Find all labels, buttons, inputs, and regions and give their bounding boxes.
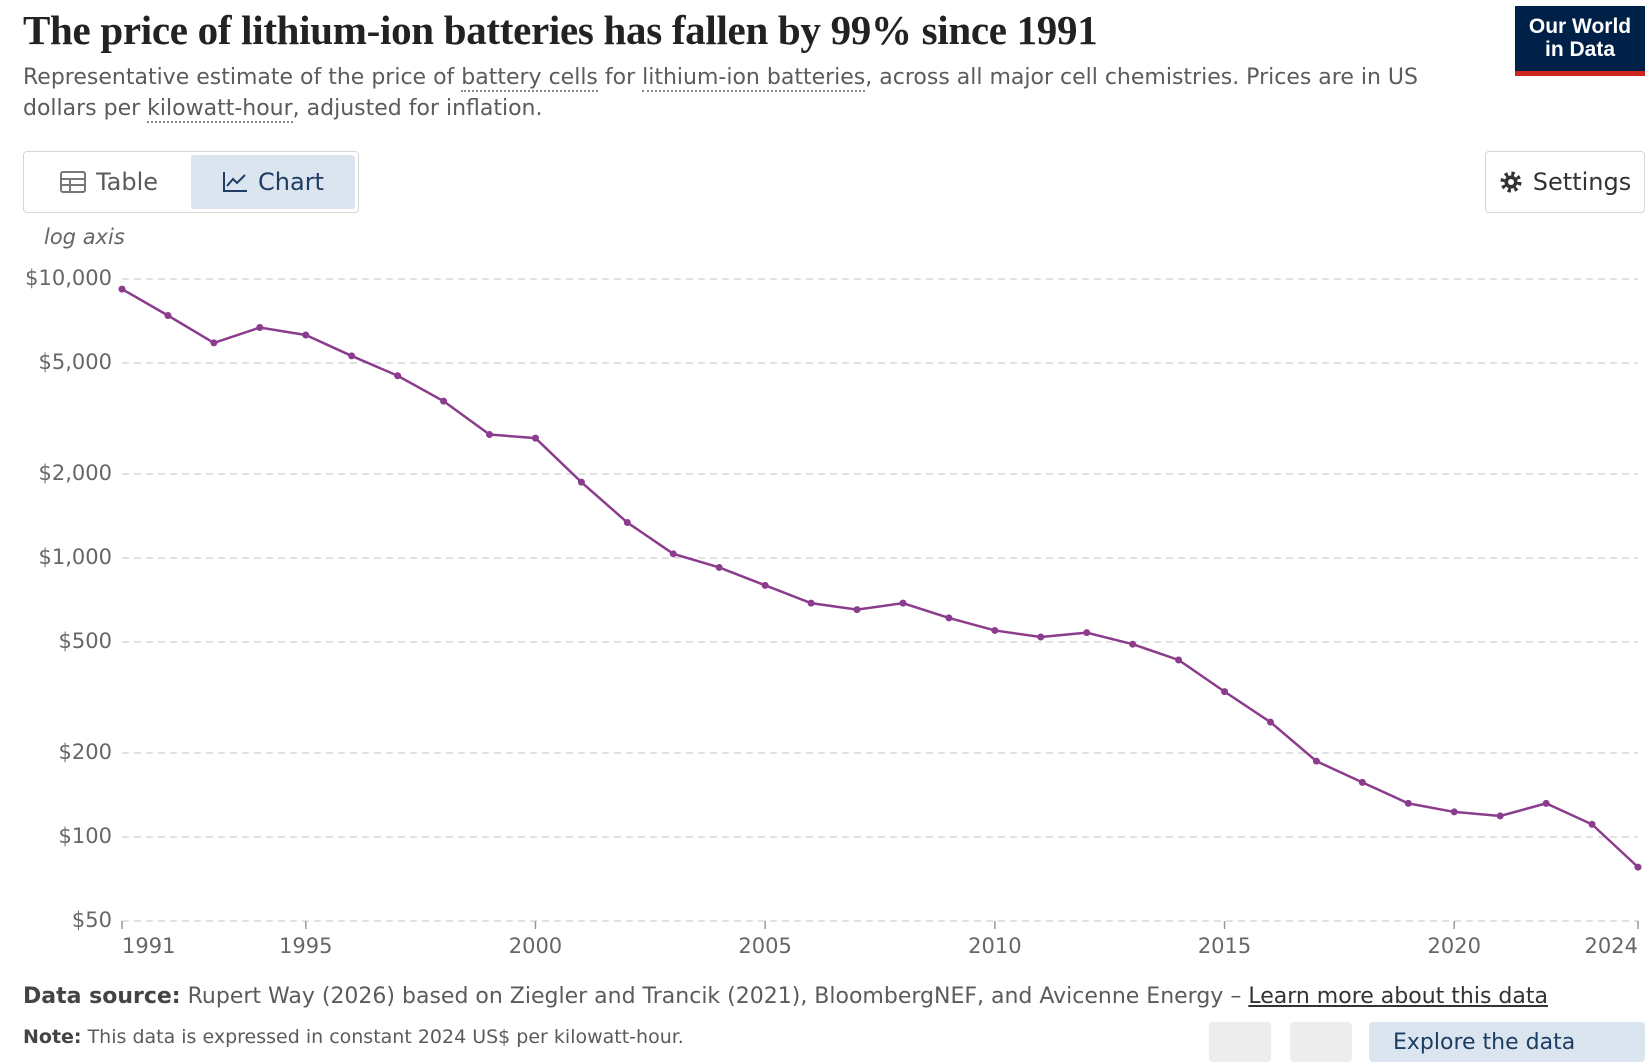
point bbox=[1634, 863, 1642, 871]
settings-label: Settings bbox=[1532, 168, 1632, 196]
point bbox=[118, 285, 126, 293]
source-text: Rupert Way (2026) based on Ziegler and T… bbox=[187, 984, 1249, 1009]
point bbox=[164, 311, 172, 319]
point bbox=[1266, 718, 1274, 726]
x-tick-label: 2020 bbox=[1428, 934, 1481, 958]
point bbox=[1083, 629, 1091, 637]
y-tick-label: $1,000 bbox=[39, 545, 112, 569]
y-tick-label: $5,000 bbox=[39, 350, 112, 374]
note: Note: This data is expressed in constant… bbox=[23, 1026, 684, 1048]
note-label: Note: bbox=[23, 1026, 82, 1048]
tab-label: Chart bbox=[258, 168, 324, 196]
point bbox=[715, 563, 723, 571]
learn-more-link[interactable]: Learn more about this data bbox=[1248, 984, 1548, 1009]
subtitle-text: Representative estimate of the price of bbox=[23, 65, 462, 90]
point bbox=[807, 599, 815, 607]
point bbox=[1404, 799, 1412, 807]
explore-button[interactable]: Explore the data bbox=[1369, 1022, 1645, 1062]
logo-line: in Data bbox=[1544, 38, 1615, 61]
y-tick-label: $2,000 bbox=[39, 461, 112, 485]
x-tick-label: 2000 bbox=[509, 934, 562, 958]
point bbox=[991, 626, 999, 634]
point bbox=[1588, 820, 1596, 828]
axis-note: log axis bbox=[44, 225, 125, 249]
table-tab[interactable]: Table bbox=[27, 155, 191, 209]
table-icon bbox=[59, 171, 86, 193]
y-tick-label: $100 bbox=[59, 824, 112, 848]
y-tick-label: $200 bbox=[59, 740, 112, 764]
chart-tab[interactable]: Chart bbox=[191, 155, 355, 209]
point bbox=[1542, 799, 1550, 807]
line bbox=[121, 288, 1639, 869]
point bbox=[256, 324, 264, 332]
point bbox=[669, 550, 677, 558]
fullscreen-button[interactable] bbox=[1290, 1022, 1352, 1062]
point bbox=[899, 599, 907, 607]
point bbox=[302, 331, 310, 339]
subtitle-link[interactable]: lithium-ion batteries bbox=[642, 65, 866, 92]
title: The price of lithium-ion batteries has f… bbox=[23, 7, 1098, 53]
source: Data source: Rupert Way (2026) based on … bbox=[23, 984, 1548, 1009]
point bbox=[1221, 688, 1229, 696]
point bbox=[486, 431, 494, 439]
tab-label: Table bbox=[95, 168, 159, 196]
subtitle-text: for bbox=[597, 65, 643, 90]
subtitle-link[interactable]: kilowatt-hour bbox=[147, 96, 293, 123]
point bbox=[623, 519, 631, 527]
point bbox=[1037, 633, 1045, 641]
explore-label: Explore the data bbox=[1393, 1030, 1576, 1055]
x-tick-label: 2010 bbox=[968, 934, 1021, 958]
logo[interactable]: Our World in Data bbox=[1515, 6, 1645, 76]
point bbox=[945, 614, 953, 622]
y-tick-label: $50 bbox=[72, 908, 112, 932]
point bbox=[1450, 808, 1458, 816]
point bbox=[210, 339, 218, 347]
chart: log axis $50 $100 $200 $500 $1,000 $2,000 $5,0… bbox=[25, 225, 1642, 958]
point bbox=[531, 434, 539, 442]
point bbox=[577, 478, 585, 486]
x-tick-label: 2024 bbox=[1585, 934, 1638, 958]
gear-icon bbox=[1500, 171, 1522, 193]
logo-line: Our World bbox=[1528, 15, 1632, 38]
subtitle: Representative estimate of the price of … bbox=[23, 62, 1463, 124]
x-tick-label: 2005 bbox=[738, 934, 791, 958]
point bbox=[1129, 640, 1137, 648]
point bbox=[1175, 656, 1183, 664]
point bbox=[394, 372, 402, 380]
subtitle-text: , adjusted for inflation. bbox=[292, 96, 543, 121]
point bbox=[1496, 812, 1504, 820]
point bbox=[1358, 778, 1366, 786]
x-tick-label: 1995 bbox=[279, 934, 332, 958]
y-tick-label: $500 bbox=[59, 629, 112, 653]
y-tick-label: $10,000 bbox=[25, 266, 112, 290]
download-button[interactable] bbox=[1209, 1022, 1271, 1062]
subtitle-text: , across all major cell chemistries. Pri… bbox=[23, 65, 1418, 121]
point bbox=[348, 352, 356, 360]
tab-bar: Table Chart bbox=[23, 151, 359, 213]
settings-button[interactable]: Settings bbox=[1485, 151, 1645, 213]
note-text: This data is expressed in constant 2024 … bbox=[87, 1026, 684, 1048]
subtitle-link[interactable]: battery cells bbox=[461, 65, 598, 92]
source-label: Data source: bbox=[23, 984, 181, 1009]
x-tick-label: 2015 bbox=[1198, 934, 1251, 958]
x-tick-label: 1991 bbox=[122, 934, 175, 958]
chart-icon bbox=[223, 172, 248, 192]
point bbox=[1312, 757, 1320, 765]
point bbox=[761, 581, 769, 589]
point bbox=[853, 606, 861, 614]
point bbox=[440, 397, 448, 405]
